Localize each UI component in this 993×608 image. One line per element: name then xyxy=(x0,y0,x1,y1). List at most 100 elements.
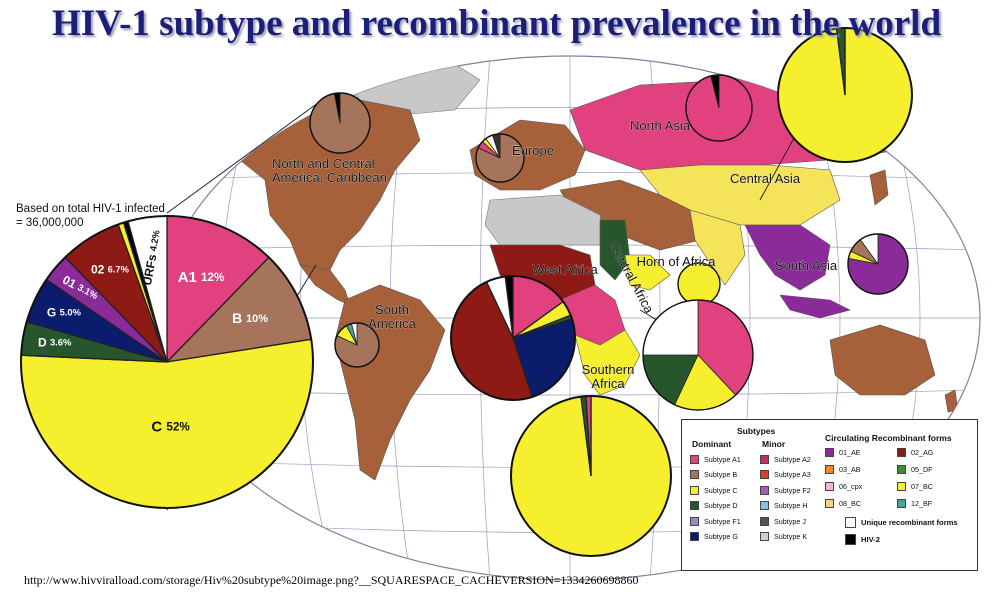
legend-swatch xyxy=(897,481,906,491)
pie-north-asia xyxy=(685,74,753,142)
legend-swatch xyxy=(690,470,699,479)
pie-central-africa-outline xyxy=(642,299,754,411)
region-label-horn-of-africa: Horn of Africa xyxy=(637,254,717,269)
legend-swatch xyxy=(760,454,769,464)
page-title: HIV-1 subtype and recombinant prevalence… xyxy=(51,3,942,44)
legend-swatch xyxy=(760,485,769,495)
legend-item-label: Subtype B xyxy=(704,470,738,479)
global-pie: A1 12%B 10%C 52%D 3.6%G 5.0%01 3.1%02 6.… xyxy=(20,215,314,509)
legend-item-05-df: 05_DF xyxy=(897,464,933,474)
legend-item-label: Subtype A2 xyxy=(774,454,811,464)
pie-south-america-outline xyxy=(334,322,380,368)
legend-swatch xyxy=(845,533,856,545)
legend-item-07-bc: 07_BC xyxy=(897,481,933,491)
pie-horn-of-africa xyxy=(677,262,721,306)
legend-item-hiv-2: HIV-2 xyxy=(845,533,880,545)
pie-south-america xyxy=(334,322,380,368)
legend-item-label: Subtype C xyxy=(704,485,738,495)
pie-central-asia xyxy=(777,27,913,163)
legend-swatch xyxy=(825,498,834,508)
region-label-south-america: South America xyxy=(368,302,416,331)
pie-south-asia xyxy=(847,233,909,295)
legend-item-label: Subtype H xyxy=(774,501,808,510)
legend-swatch xyxy=(690,501,699,510)
legend-item-subtype-b: Subtype B xyxy=(690,470,737,480)
legend-swatch xyxy=(760,532,769,541)
legend-swatch xyxy=(690,485,699,495)
legend-item-08-bc: 08_BC xyxy=(825,498,861,508)
legend-swatch xyxy=(760,470,769,479)
legend-item-label: Subtype A3 xyxy=(774,470,811,479)
legend-dominant-title: Dominant xyxy=(692,439,732,449)
legend-item-label: Subtype F1 xyxy=(704,516,741,526)
pie-europe xyxy=(475,133,525,183)
legend-item-label: HIV-2 xyxy=(861,534,880,544)
legend-swatch xyxy=(690,532,699,541)
legend-item-06-cpx: 06_cpx xyxy=(825,481,862,491)
global-pie-label-g: G 5.0% xyxy=(47,306,82,320)
region-label-south-asia: South Asia xyxy=(775,258,838,273)
legend-subtypes-title: Subtypes xyxy=(737,426,776,436)
legend-item-label: 07_BC xyxy=(911,481,933,491)
pie-southern-africa xyxy=(510,395,672,557)
global-pie-label-d: D 3.6% xyxy=(38,336,72,350)
legend-item-subtype-f1: Subtype F1 xyxy=(690,516,741,526)
global-pie-label-02: 02 6.7% xyxy=(91,262,130,276)
legend-item-label: 05_DF xyxy=(911,464,933,474)
region-label-north-and-central-america-caribbean: North and Central America, Caribbean xyxy=(272,156,387,185)
pie-west-africa xyxy=(450,275,576,401)
legend-item-label: 06_cpx xyxy=(839,481,863,491)
legend-swatch xyxy=(760,501,769,510)
legend-swatch xyxy=(825,447,834,457)
legend-item-subtype-k: Subtype K xyxy=(760,532,807,542)
legend-item-label: Unique recombinant forms xyxy=(861,517,958,527)
pie-central-africa xyxy=(642,299,754,411)
legend-item-01-ae: 01_AE xyxy=(825,447,861,457)
pie-west-africa-outline xyxy=(450,275,576,401)
global-pie-note: Based on total HIV-1 infected = 36,000,00… xyxy=(16,203,165,229)
legend-item-subtype-d: Subtype D xyxy=(690,501,738,511)
legend-item-subtype-j: Subtype J xyxy=(760,516,806,526)
region-label-europe: Europe xyxy=(512,143,554,158)
legend: Subtypes Dominant Minor Circulating Reco… xyxy=(681,419,978,571)
source-url: http://www.hivviralload.com/storage/Hiv%… xyxy=(24,573,639,587)
region-label-north-asia: North Asia xyxy=(630,118,691,133)
legend-item-02-ag: 02_AG xyxy=(897,447,933,457)
pie-north-and-central-america-caribbean-outline xyxy=(309,92,371,154)
legend-item-03-ab: 03_AB xyxy=(825,464,861,474)
pie-south-asia-outline xyxy=(847,233,909,295)
legend-item-label: Subtype G xyxy=(704,532,738,541)
legend-swatch xyxy=(845,516,856,528)
legend-item-12-bf: 12_BF xyxy=(897,498,932,508)
global-pie-label-c: C 52% xyxy=(151,419,190,436)
legend-item-subtype-a3: Subtype A3 xyxy=(760,470,811,480)
legend-item-label: Subtype F2 xyxy=(774,485,811,495)
legend-swatch xyxy=(897,464,906,474)
legend-crf-title: Circulating Recombinant forms xyxy=(825,433,952,443)
global-pie-label-urfs: URFs 4.2% xyxy=(140,228,164,286)
global-pie-label-b: B 10% xyxy=(232,310,268,326)
legend-item-subtype-f2: Subtype F2 xyxy=(760,485,811,495)
region-label-west-africa: West Africa xyxy=(532,262,598,277)
legend-swatch xyxy=(760,516,769,526)
legend-item-label: Subtype A1 xyxy=(704,454,741,464)
legend-item-label: Subtype J xyxy=(774,516,806,526)
pie-north-and-central-america-caribbean xyxy=(309,92,371,154)
region-label-southern-africa: Southern Africa xyxy=(582,362,635,391)
region-label-central-asia: Central Asia xyxy=(730,171,801,186)
legend-swatch xyxy=(825,481,834,491)
legend-swatch xyxy=(897,498,906,508)
legend-swatch xyxy=(690,454,699,464)
legend-swatch xyxy=(897,447,906,457)
legend-item-label: 02_AG xyxy=(911,447,934,457)
pie-europe-outline xyxy=(475,133,525,183)
legend-item-label: 03_AB xyxy=(839,464,861,474)
global-pie-label-a1: A1 12% xyxy=(178,269,225,286)
legend-item-label: Subtype D xyxy=(704,501,738,510)
legend-minor-title: Minor xyxy=(762,439,786,449)
pie-central-asia-outline xyxy=(777,27,913,163)
legend-item-label: Subtype K xyxy=(774,532,808,541)
legend-item-subtype-a2: Subtype A2 xyxy=(760,454,811,464)
legend-item-label: 08_BC xyxy=(839,498,861,508)
